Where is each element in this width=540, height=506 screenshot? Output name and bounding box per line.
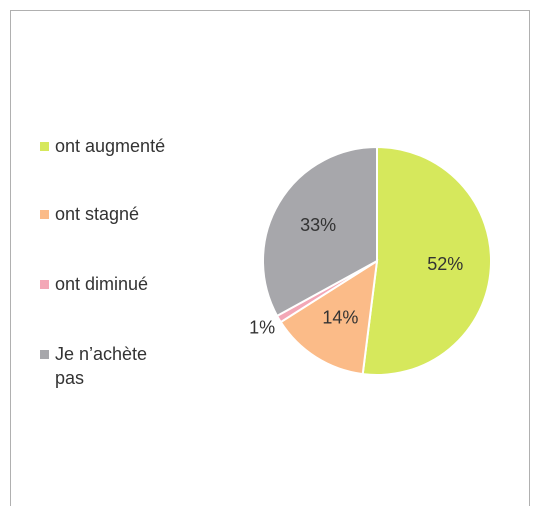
legend-label: ont diminué [55,274,149,294]
pie-slice [279,259,379,376]
legend-item: ont stagné [40,202,139,226]
legend-item: Je n’achète pas [40,342,165,390]
legend-swatch [40,280,49,289]
data-label: 1% [249,318,275,338]
legend-label: Je n’achète pas [55,344,148,388]
legend-item: ont augmenté [40,134,165,158]
legend-label: ont augmenté [55,136,166,156]
pie-slice [262,145,378,318]
legend-swatch [40,350,49,359]
pie-slice [361,145,492,376]
data-label: 33% [300,215,336,235]
data-label: 14% [322,308,358,328]
legend-item: ont diminué [40,272,148,296]
legend-swatch [40,210,49,219]
data-label: 52% [427,254,463,274]
legend-swatch [40,142,49,151]
frame [10,10,530,506]
legend-label: ont stagné [55,204,140,224]
